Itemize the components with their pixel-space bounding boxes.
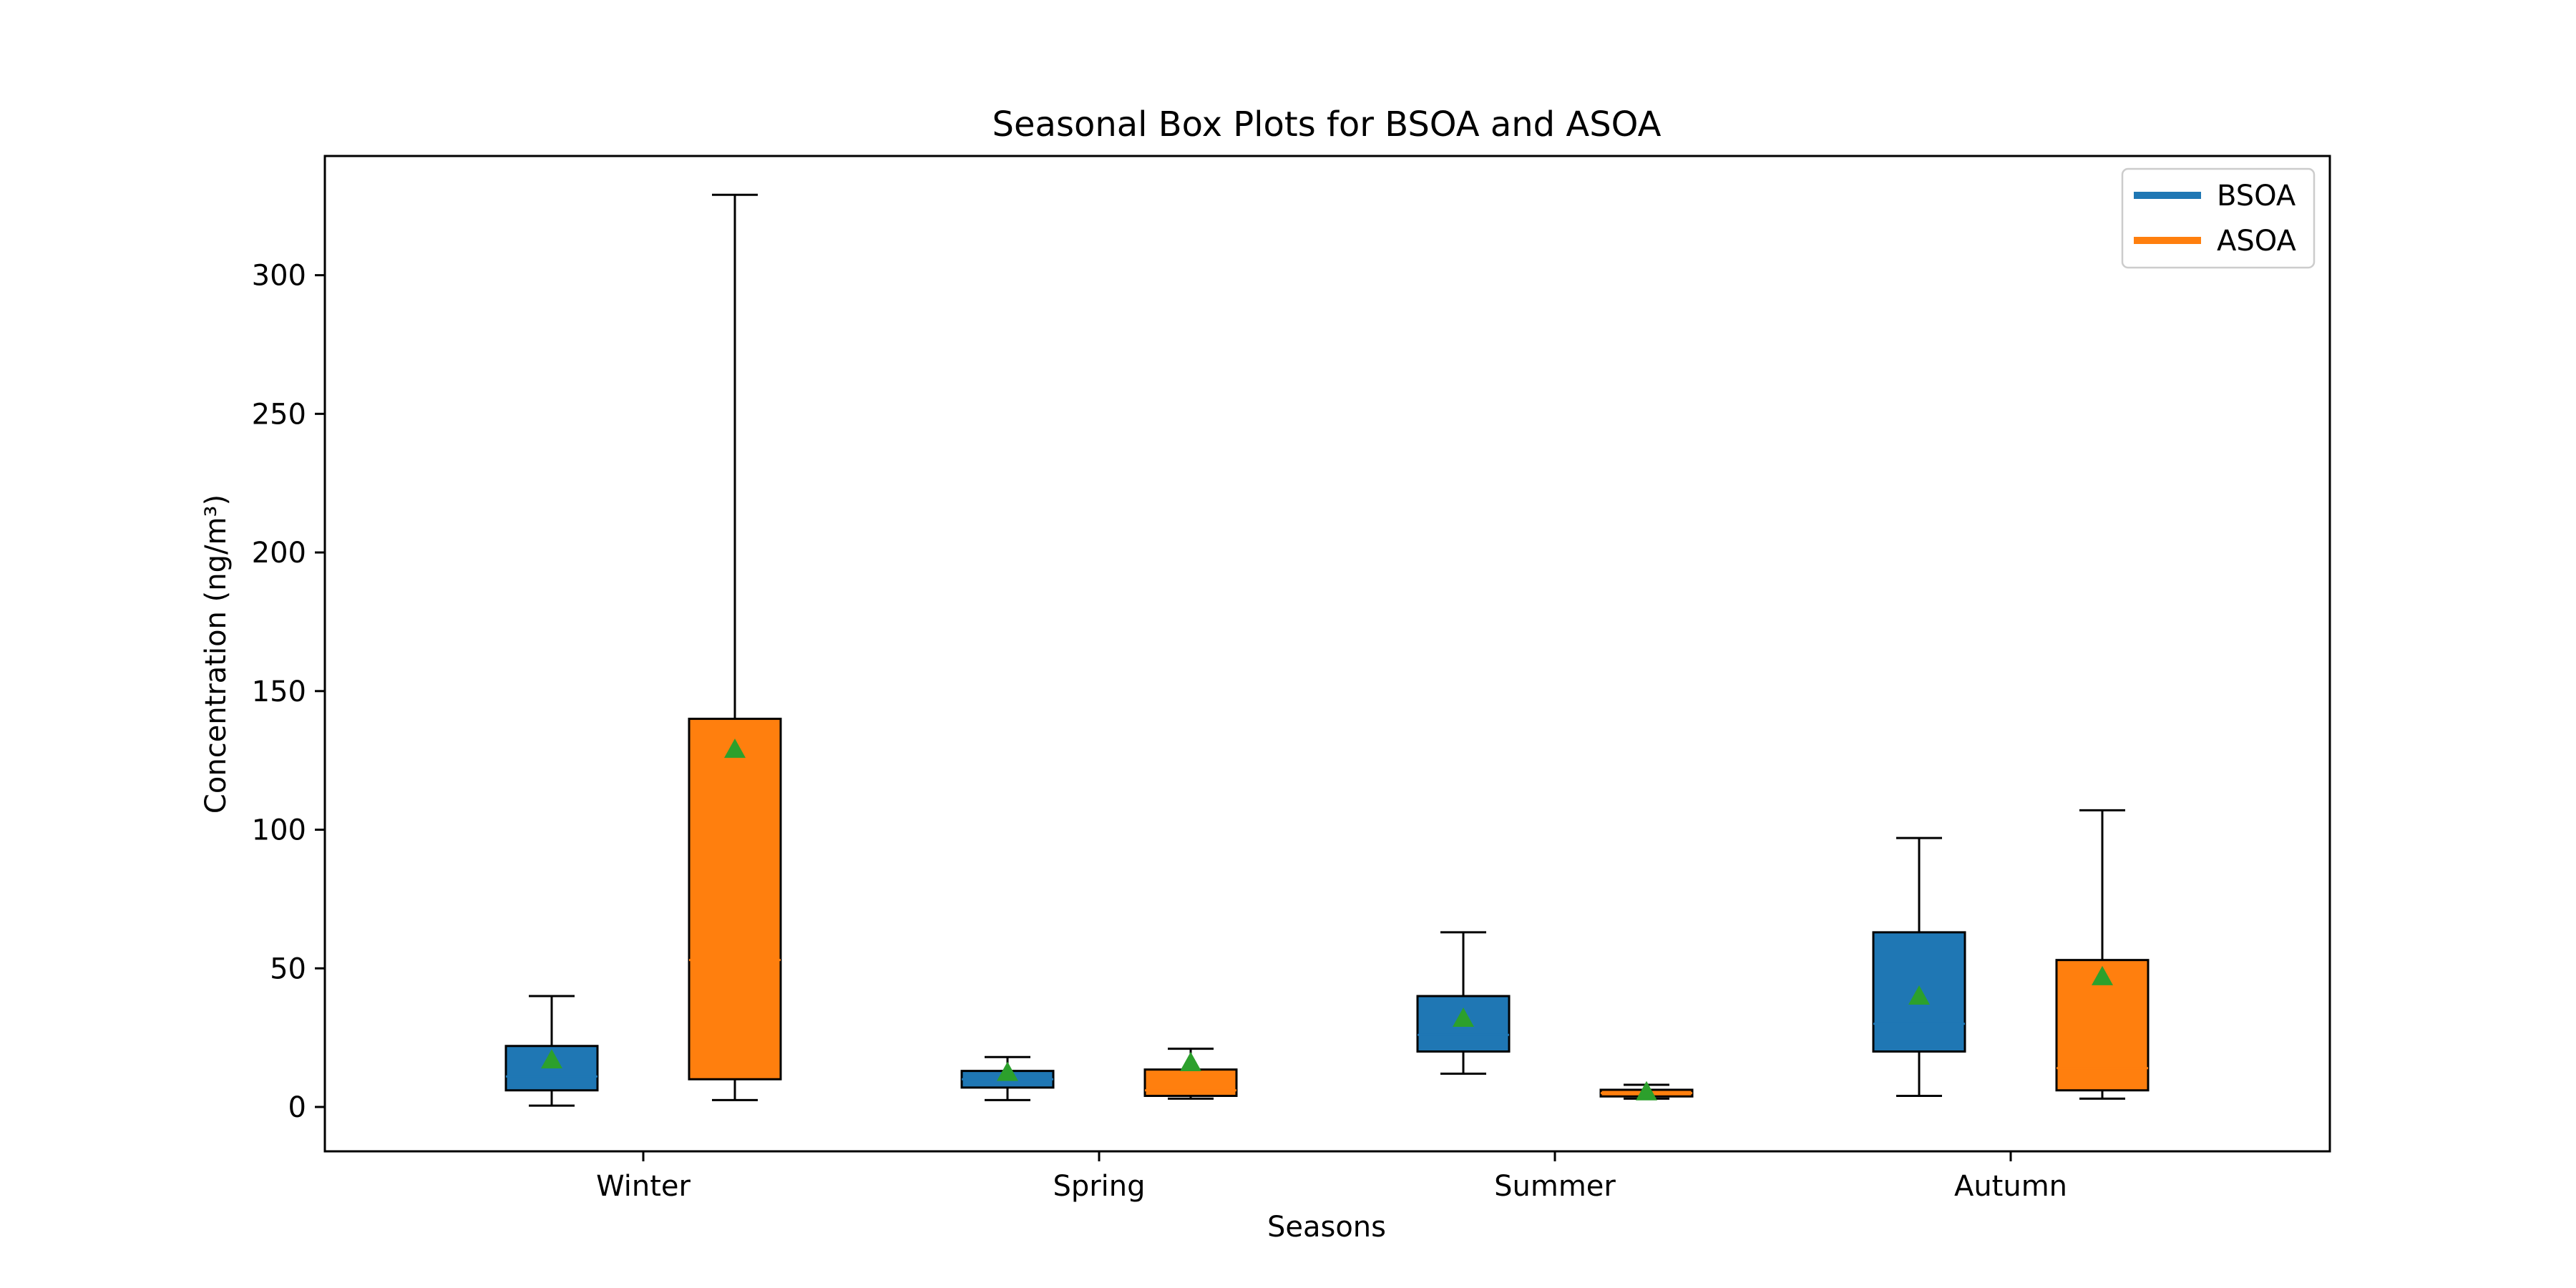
y-tick-label: 50: [270, 952, 306, 985]
x-tick-label-winter: Winter: [596, 1170, 691, 1203]
box-asoa-spring: [1143, 1048, 1238, 1100]
box-bsoa-summer: [1416, 931, 1511, 1075]
box-asoa-winter: [688, 193, 782, 1101]
mean-marker: [1453, 1008, 1474, 1028]
y-tick-label: 300: [252, 260, 306, 293]
legend-label-bsoa: BSOA: [2217, 180, 2296, 213]
mean-marker: [724, 738, 746, 758]
mean-marker: [1180, 1052, 1201, 1072]
box-asoa-autumn: [2055, 809, 2150, 1100]
x-tick-label-summer: Summer: [1494, 1170, 1616, 1203]
mean-marker: [997, 1061, 1018, 1081]
chart-title: Seasonal Box Plots for BSOA and ASOA: [992, 104, 1662, 145]
plot-area: [504, 193, 2150, 1107]
box-body: [1143, 1068, 1238, 1098]
box-body: [688, 718, 782, 1080]
x-tick-label-spring: Spring: [1053, 1170, 1145, 1203]
y-tick-label: 100: [252, 814, 306, 847]
box-bsoa-autumn: [1872, 836, 1966, 1098]
legend: BSOA ASOA: [2121, 167, 2316, 269]
y-axis: 0 50 100 150 200 250 300: [252, 260, 325, 1124]
y-tick-label: 200: [252, 537, 306, 570]
box-bsoa-winter: [504, 995, 599, 1107]
plot-frame: [323, 155, 2331, 1153]
y-axis-label: Concentration (ng/m³): [200, 494, 233, 814]
legend-label-asoa: ASOA: [2217, 225, 2297, 258]
mean-marker: [1636, 1080, 1657, 1101]
x-axis: Winter Spring Summer Autumn: [596, 1151, 2067, 1203]
mean-marker: [1908, 985, 1930, 1005]
mean-marker: [541, 1049, 562, 1069]
x-tick-label-autumn: Autumn: [1954, 1170, 2067, 1203]
box-asoa-summer: [1599, 1080, 1694, 1101]
mean-marker: [2092, 965, 2113, 985]
y-tick-label: 150: [252, 675, 306, 708]
box-bsoa-spring: [960, 1055, 1055, 1101]
y-tick-label: 0: [288, 1091, 306, 1124]
x-axis-label: Seasons: [1267, 1211, 1386, 1244]
y-tick-label: 250: [252, 398, 306, 431]
